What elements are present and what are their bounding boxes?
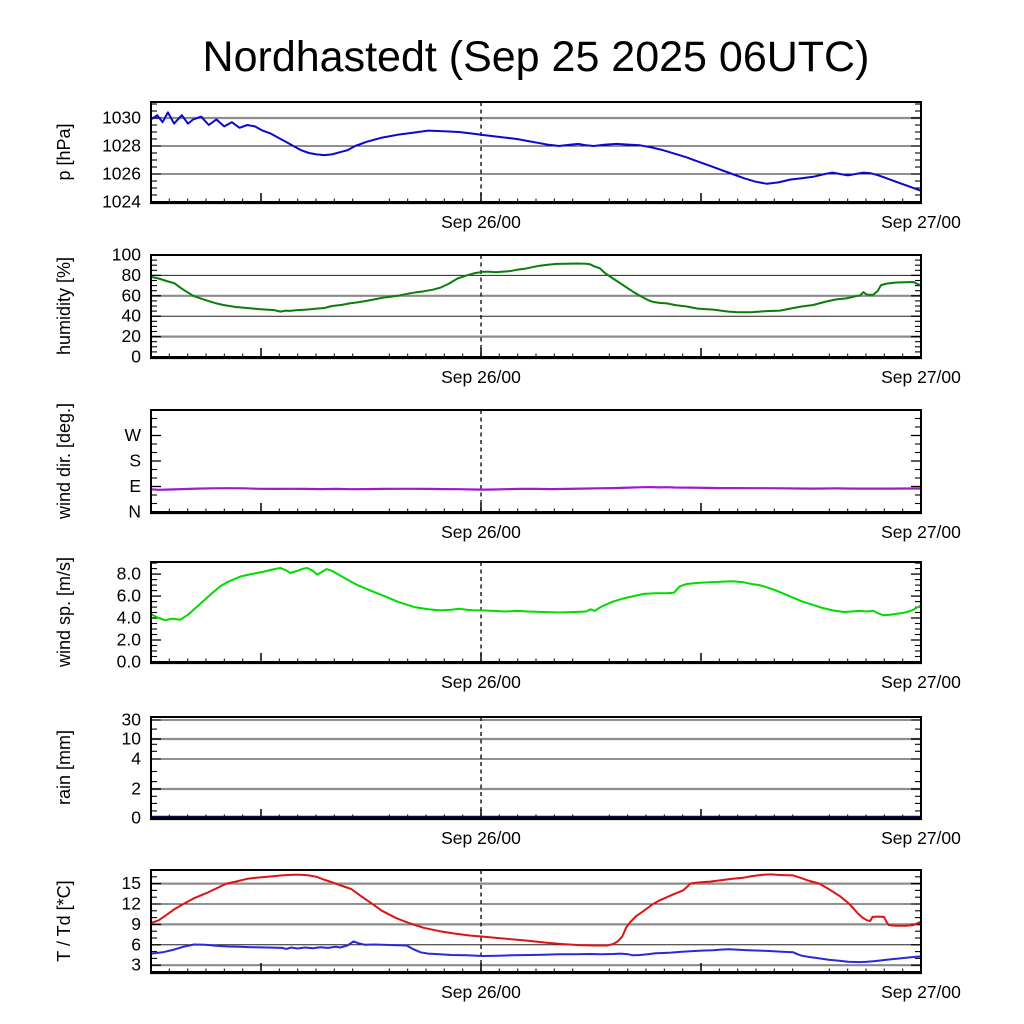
x-tick-label: Sep 26/00 — [441, 982, 521, 1002]
y-tick-label: W — [124, 425, 141, 445]
y-axis-label: wind dir. [deg.] — [54, 403, 74, 520]
y-tick-label: S — [129, 451, 141, 471]
x-tick-label: Sep 26/00 — [441, 672, 521, 692]
y-tick-label: 4 — [131, 749, 141, 769]
y-tick-label: 1024 — [102, 192, 141, 212]
y-tick-label: 0 — [131, 347, 141, 367]
series-line-wind_dir — [149, 486, 923, 491]
page-title: Nordhastedt (Sep 25 2025 06UTC) — [202, 33, 870, 81]
y-tick-label: 9 — [131, 914, 141, 934]
series-line-p — [150, 111, 922, 192]
y-tick-label: 2 — [131, 779, 141, 799]
y-tick-label: 60 — [122, 285, 142, 305]
y-axis-label: wind sp. [m/s] — [54, 557, 74, 668]
x-tick-label: Sep 27/00 — [881, 367, 961, 387]
y-tick-label: 8.0 — [117, 564, 142, 584]
y-tick-label: 3 — [131, 955, 141, 975]
y-axis-label: T / Td [*C] — [54, 880, 74, 961]
y-tick-label: 12 — [122, 894, 141, 914]
x-tick-label: Sep 26/00 — [441, 367, 521, 387]
y-axis-label: humidity [%] — [54, 257, 74, 355]
x-tick-label: Sep 27/00 — [881, 982, 961, 1002]
y-tick-label: E — [129, 476, 141, 496]
y-tick-label: 20 — [122, 326, 142, 346]
y-tick-label: 2.0 — [117, 630, 142, 650]
panel-border — [150, 409, 922, 513]
panel-border — [150, 101, 922, 203]
x-tick-label: Sep 26/00 — [441, 828, 521, 848]
panel-border — [150, 716, 922, 819]
series-line-Td — [150, 940, 922, 964]
y-tick-label: 100 — [112, 245, 141, 265]
series-line-humidity — [150, 262, 922, 314]
y-tick-label: 6.0 — [117, 586, 142, 606]
panel-border — [150, 869, 922, 973]
y-tick-label: 6 — [131, 934, 141, 954]
x-tick-label: Sep 27/00 — [881, 828, 961, 848]
y-axis-label: rain [mm] — [54, 730, 74, 805]
x-tick-label: Sep 27/00 — [881, 672, 961, 692]
series-line-T — [150, 873, 922, 947]
y-tick-label: N — [128, 502, 141, 522]
y-axis-label: p [hPa] — [54, 123, 74, 180]
y-tick-label: 1026 — [102, 164, 141, 184]
x-tick-label: Sep 27/00 — [881, 522, 961, 542]
panel-border — [150, 254, 922, 358]
y-tick-label: 0.0 — [117, 652, 142, 672]
x-tick-label: Sep 26/00 — [441, 212, 521, 232]
y-tick-label: 0 — [131, 808, 141, 828]
y-tick-label: 4.0 — [117, 608, 142, 628]
y-tick-label: 30 — [122, 710, 142, 730]
y-tick-label: 15 — [122, 873, 141, 893]
x-tick-label: Sep 27/00 — [881, 212, 961, 232]
y-tick-label: 1028 — [102, 136, 141, 156]
series-line-wind_speed — [150, 567, 922, 622]
y-tick-label: 10 — [122, 729, 142, 749]
y-tick-label: 80 — [122, 265, 142, 285]
y-tick-label: 1030 — [102, 108, 141, 128]
y-tick-label: 40 — [122, 306, 142, 326]
panel-border — [150, 561, 922, 663]
x-tick-label: Sep 26/00 — [441, 522, 521, 542]
